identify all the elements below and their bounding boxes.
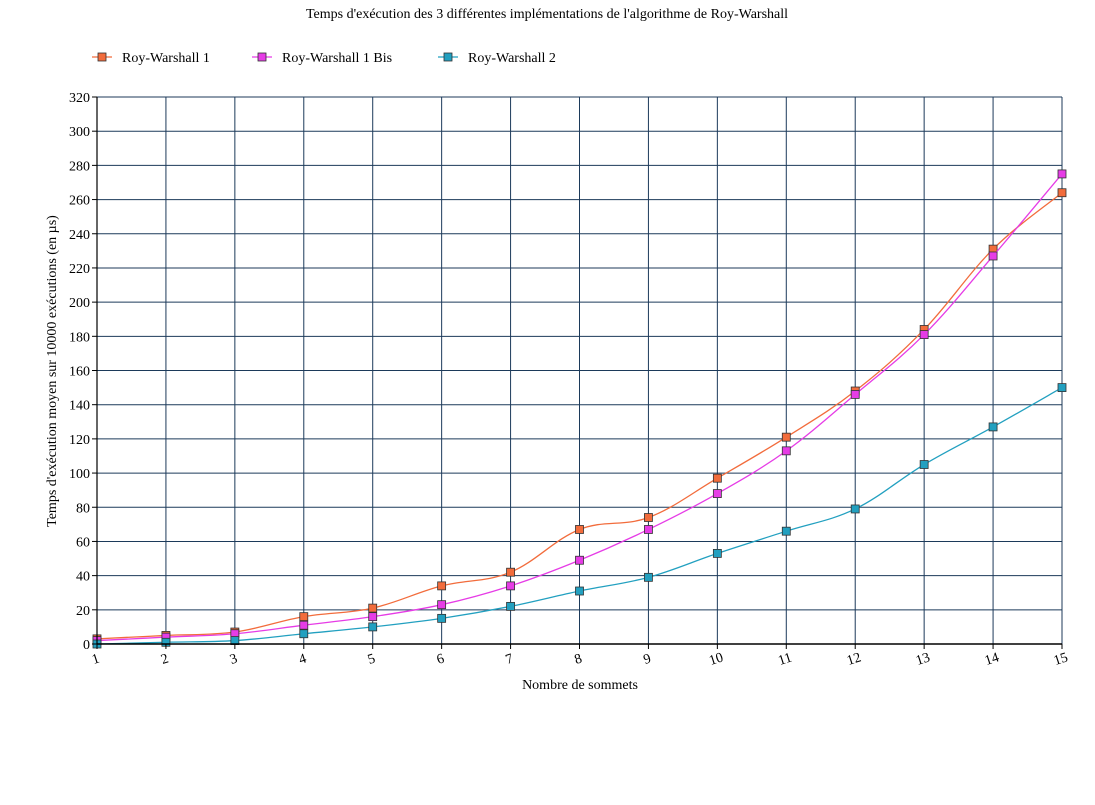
x-tick-label: 4 xyxy=(297,651,308,667)
data-point xyxy=(988,251,998,261)
data-point xyxy=(1057,188,1067,198)
y-tick-label: 80 xyxy=(76,501,90,516)
data-point xyxy=(919,330,929,340)
x-tick-label: 13 xyxy=(914,650,932,669)
data-point xyxy=(644,572,653,582)
x-tick-label: 3 xyxy=(228,651,239,667)
legend-entry-2: Roy-Warshall 1 Bis xyxy=(252,51,392,66)
y-tick-label: 140 xyxy=(69,399,90,414)
y-tick-label: 300 xyxy=(69,125,90,140)
x-tick-label: 15 xyxy=(1052,650,1070,669)
y-tick-label: 320 xyxy=(69,91,90,106)
data-point xyxy=(575,525,584,534)
data-point xyxy=(437,581,447,591)
data-point xyxy=(575,555,584,565)
y-tick-label: 180 xyxy=(69,330,90,345)
y-tick-label: 200 xyxy=(69,296,90,311)
tick-labels: 0 20 40 60 80 100 120 140 160 180 200 220 240 260 280 3… xyxy=(69,91,1070,669)
data-point xyxy=(299,620,309,630)
series-group xyxy=(92,169,1067,649)
legend-label: Roy-Warshall 2 xyxy=(468,51,556,66)
data-point xyxy=(781,526,791,536)
data-point xyxy=(506,567,515,577)
data-point xyxy=(368,603,378,613)
y-tick-label: 20 xyxy=(76,604,90,619)
data-point xyxy=(299,612,309,622)
data-point xyxy=(299,629,309,639)
data-point xyxy=(368,622,378,632)
x-tick-label: 14 xyxy=(983,650,1001,669)
x-tick-label: 7 xyxy=(504,651,515,667)
legend-marker xyxy=(443,52,453,62)
data-point xyxy=(644,513,653,522)
y-tick-label: 120 xyxy=(69,433,90,448)
legend-entry-1: Roy-Warshall 1 xyxy=(92,51,210,66)
series-line xyxy=(96,192,1063,640)
legend-marker xyxy=(257,52,267,62)
data-point xyxy=(506,581,515,591)
data-point xyxy=(712,473,722,483)
data-point xyxy=(781,432,791,442)
x-tick-label: 9 xyxy=(642,651,653,667)
y-tick-label: 40 xyxy=(76,570,90,585)
data-point xyxy=(644,525,653,534)
x-tick-label: 12 xyxy=(845,650,863,669)
data-point xyxy=(850,390,860,399)
y-tick-label: 240 xyxy=(69,228,90,243)
plot-area: 0 20 40 60 80 100 120 140 160 180 200 220 240 260 280 3… xyxy=(69,91,1070,669)
axes xyxy=(92,96,1063,649)
chart-title: Temps d'exécution des 3 différentes impl… xyxy=(306,7,788,22)
x-tick-label: 1 xyxy=(90,651,101,667)
x-tick-label: 11 xyxy=(776,650,793,668)
data-point xyxy=(988,422,998,432)
series-3 xyxy=(92,383,1067,649)
legend-label: Roy-Warshall 1 Bis xyxy=(282,51,392,66)
legend-marker xyxy=(97,52,107,62)
data-point xyxy=(368,612,378,622)
data-point xyxy=(1057,169,1067,179)
x-tick-label: 8 xyxy=(573,651,584,667)
data-point xyxy=(575,586,584,596)
x-tick-label: 10 xyxy=(707,650,725,669)
data-point xyxy=(506,601,515,611)
x-tick-label: 2 xyxy=(159,651,170,667)
x-axis-label: Nombre de sommets xyxy=(522,678,638,693)
x-tick-label: 5 xyxy=(366,651,377,667)
data-point xyxy=(781,446,791,456)
data-point xyxy=(437,600,447,610)
data-point xyxy=(1057,383,1067,392)
y-tick-label: 60 xyxy=(76,535,90,550)
x-tick-label: 6 xyxy=(435,651,446,667)
data-point xyxy=(712,549,722,558)
y-tick-label: 260 xyxy=(69,194,90,209)
y-tick-label: 160 xyxy=(69,365,90,380)
grid xyxy=(96,96,1063,645)
y-axis-label: Temps d'exécution moyen sur 10000 exécut… xyxy=(45,215,60,527)
data-point xyxy=(919,460,929,469)
series-2 xyxy=(92,169,1067,645)
y-tick-label: 280 xyxy=(69,159,90,174)
legend-label: Roy-Warshall 1 xyxy=(122,51,210,66)
y-tick-label: 0 xyxy=(83,638,90,653)
data-point xyxy=(437,613,447,623)
y-tick-label: 220 xyxy=(69,262,90,277)
data-point xyxy=(712,489,722,498)
y-tick-label: 100 xyxy=(69,467,90,482)
data-point xyxy=(850,504,860,514)
legend: Roy-Warshall 1 Roy-Warshall 1 Bis Roy-Wars… xyxy=(92,51,556,66)
legend-entry-3: Roy-Warshall 2 xyxy=(438,51,556,66)
